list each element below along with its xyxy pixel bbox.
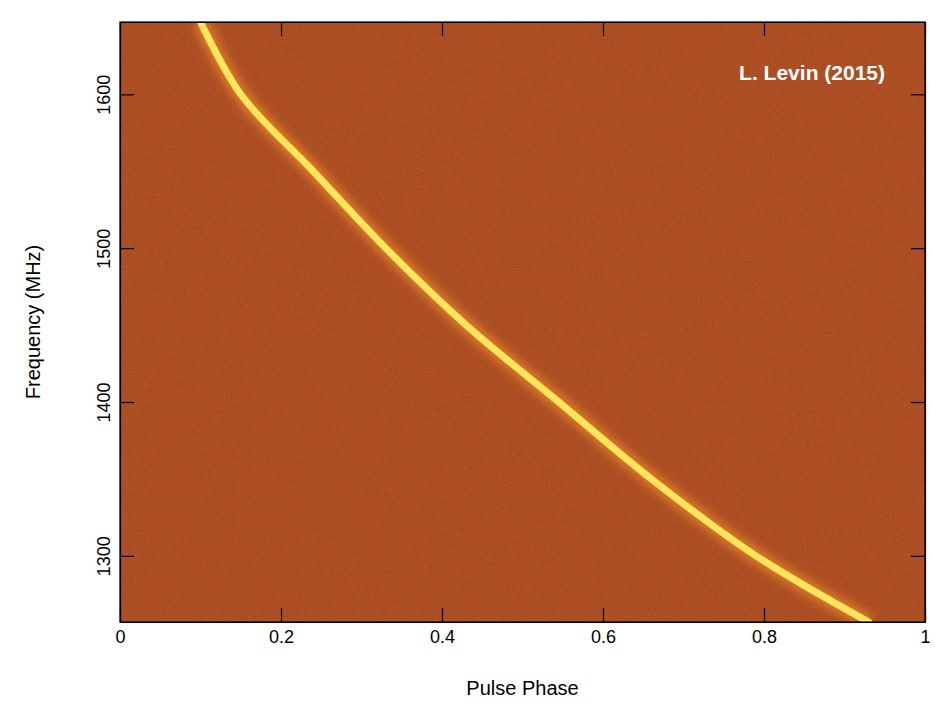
y-axis-right xyxy=(911,23,926,623)
tick xyxy=(911,248,925,249)
frame xyxy=(120,22,925,622)
tick-mark xyxy=(911,94,925,95)
pulse-track xyxy=(201,22,869,622)
axis-line xyxy=(120,23,121,623)
tick-mark xyxy=(764,608,765,622)
axis-line xyxy=(925,23,926,623)
tick-mark xyxy=(120,556,134,557)
tick-mark xyxy=(603,608,604,622)
tick-mark xyxy=(603,22,604,36)
tick-label: 0.8 xyxy=(752,627,777,647)
tick xyxy=(764,22,765,36)
tick-mark xyxy=(764,22,765,36)
annotation: L. Levin (2015) xyxy=(739,61,885,84)
tick-label: 0.2 xyxy=(269,627,294,647)
chart: 0 0.2 0.4 0.6 0.8 1 1300 1400 1500 1600 Pulse Phas… xyxy=(0,0,935,707)
y-axis: 1300 1400 1500 1600 xyxy=(94,23,134,623)
tick-mark xyxy=(442,22,443,36)
tick xyxy=(911,402,925,403)
tick: 0.6 xyxy=(591,608,616,647)
tick: 1400 xyxy=(94,382,134,422)
tick: 1300 xyxy=(94,536,134,576)
plot: 0 0.2 0.4 0.6 0.8 1 1300 1400 1500 1600 xyxy=(94,22,931,647)
tick-mark xyxy=(281,22,282,36)
tick-mark xyxy=(911,556,925,557)
tick xyxy=(442,22,443,36)
tick-label: 0.6 xyxy=(591,627,616,647)
tick xyxy=(911,556,925,557)
y-axis-title: Frequency (MHz) xyxy=(22,245,44,399)
marks xyxy=(201,22,869,622)
tick: 1600 xyxy=(94,75,134,115)
tick-mark xyxy=(120,94,134,95)
tick: 1500 xyxy=(94,229,134,269)
tick xyxy=(281,22,282,36)
tick-mark xyxy=(120,402,134,403)
axis-line xyxy=(121,22,926,23)
x-axis-top xyxy=(121,22,926,36)
tick-label: 0 xyxy=(115,627,125,647)
tick-label: 1300 xyxy=(94,536,114,576)
tick-mark xyxy=(442,608,443,622)
tick-label: 1400 xyxy=(94,382,114,422)
tick: 0.4 xyxy=(430,608,455,647)
tick-label: 0.4 xyxy=(430,627,455,647)
tick-label: 1 xyxy=(920,627,930,647)
plot-texture xyxy=(120,22,925,622)
tick-mark xyxy=(281,608,282,622)
tick xyxy=(603,22,604,36)
tick: 0.2 xyxy=(269,608,294,647)
tick xyxy=(911,94,925,95)
tick-mark xyxy=(120,248,134,249)
tick-mark xyxy=(911,402,925,403)
x-axis: 0 0.2 0.4 0.6 0.8 1 xyxy=(115,608,930,647)
tick: 0.8 xyxy=(752,608,777,647)
tick-mark xyxy=(911,248,925,249)
tick-label: 1600 xyxy=(94,75,114,115)
x-axis-title: Pulse Phase xyxy=(466,677,578,699)
plot-background xyxy=(120,22,925,622)
pulse-glow xyxy=(201,22,869,622)
tick-label: 1500 xyxy=(94,229,114,269)
axis-line xyxy=(121,622,926,623)
